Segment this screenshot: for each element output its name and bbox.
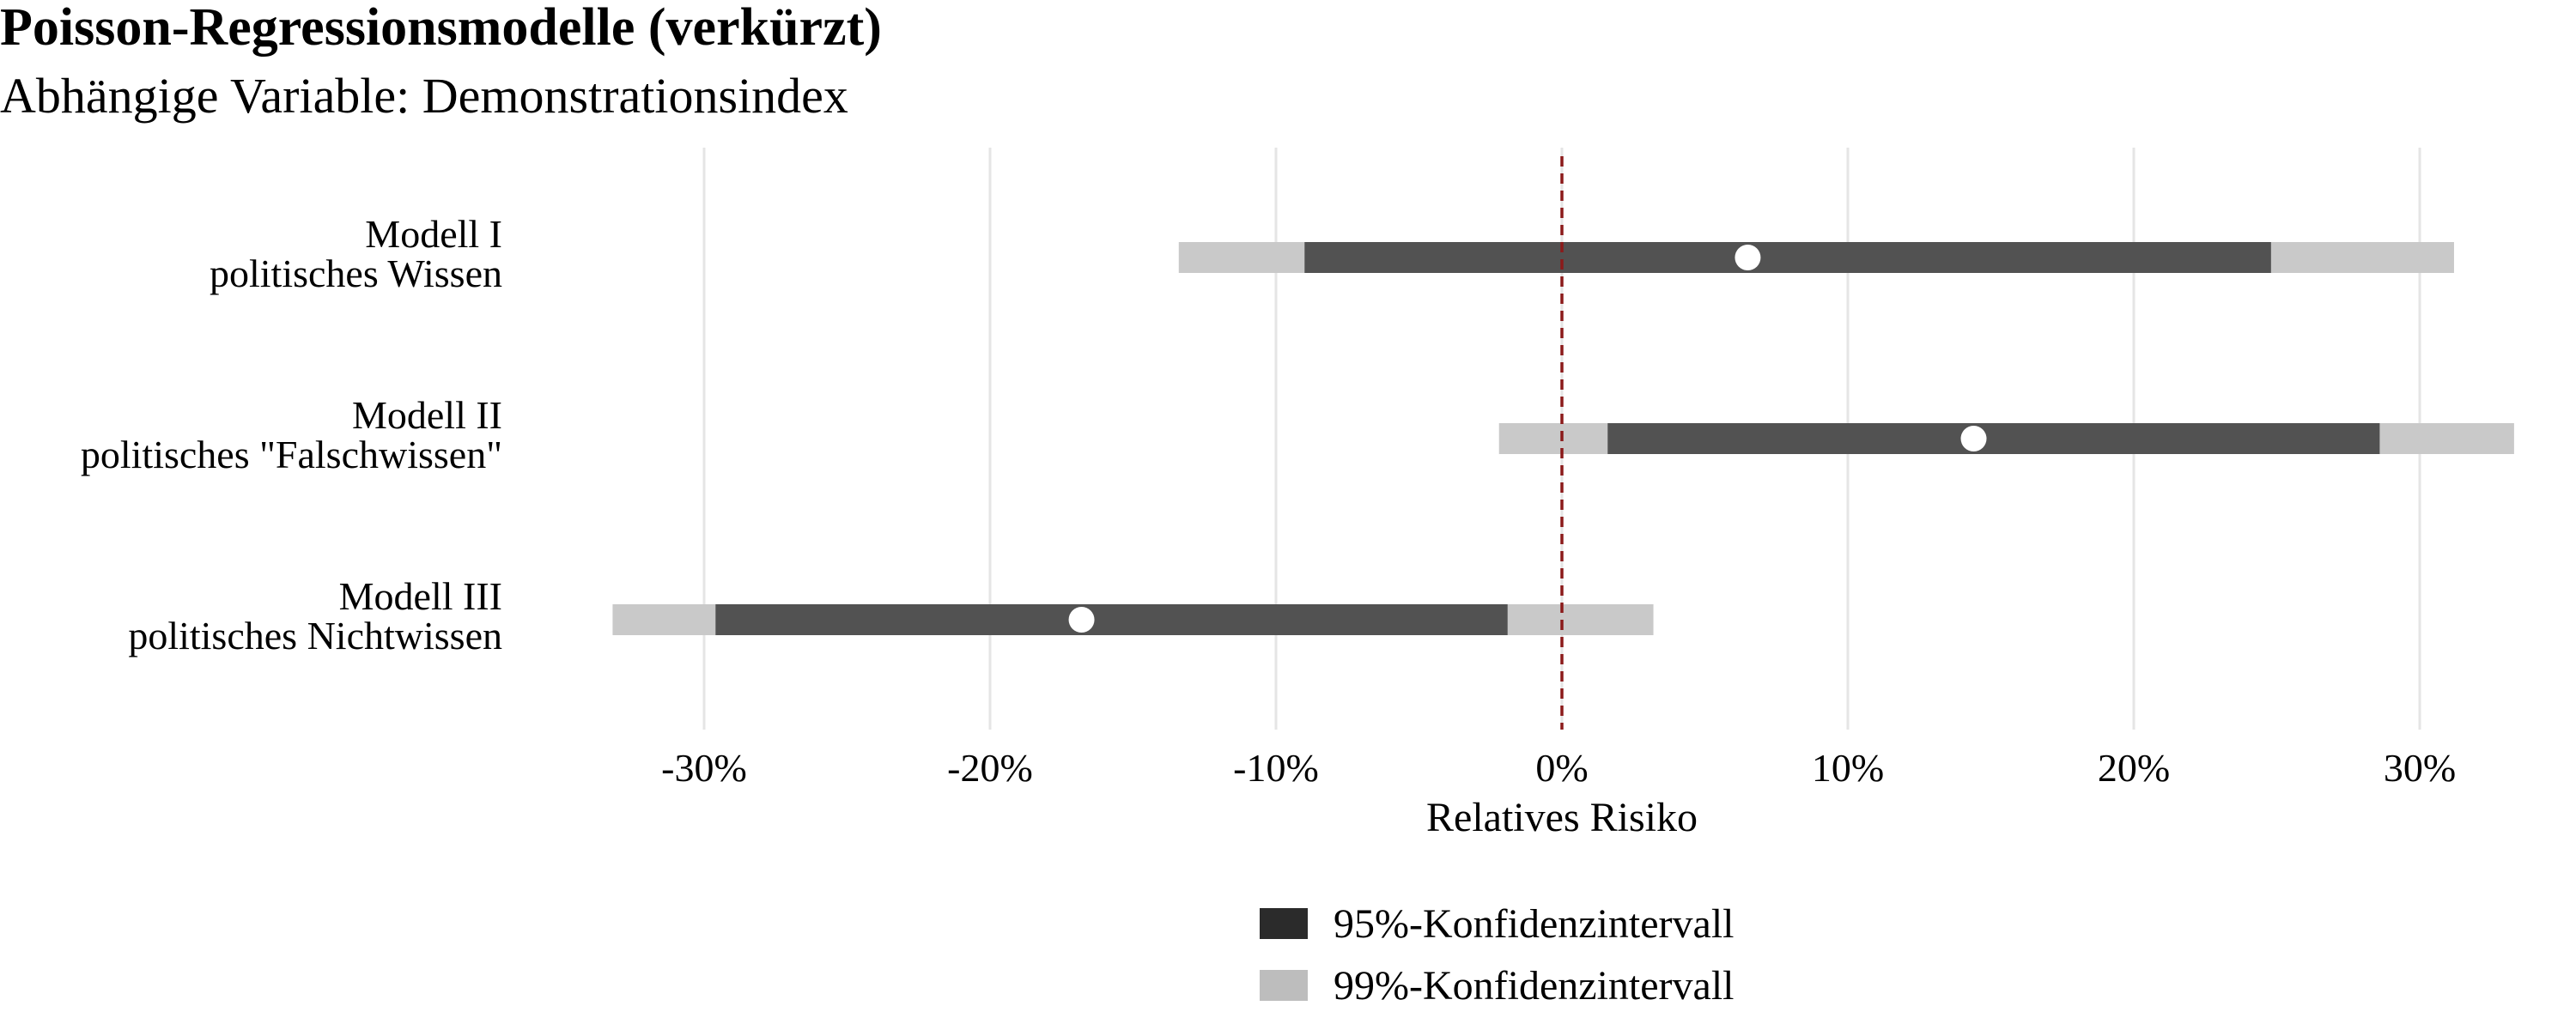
variable-label: politisches Wissen (210, 251, 502, 295)
ci95-bar (1304, 242, 2271, 273)
x-tick-label: -20% (947, 746, 1033, 790)
legend-label-ci95: 95%-Konfidenzintervall (1334, 900, 1735, 947)
variable-label: politisches Nichtwissen (128, 614, 502, 657)
x-tick-label: 0% (1535, 746, 1588, 790)
model-label: Modell I (365, 212, 502, 256)
legend-label-ci99: 99%-Konfidenzintervall (1334, 962, 1735, 1009)
legend: 95%-Konfidenzintervall 99%-Konfidenzinte… (1260, 893, 1735, 1016)
x-tick-label: -30% (661, 746, 747, 790)
model-label: Modell III (339, 574, 502, 618)
ci95-bar (1607, 423, 2380, 454)
estimate-points (1068, 245, 1987, 633)
legend-item-ci95: 95%-Konfidenzintervall (1260, 893, 1735, 954)
legend-swatch-ci95 (1260, 908, 1308, 939)
chart-title: Poisson-Regressionsmodelle (verkürzt) (0, 0, 882, 57)
chart-subtitle: Abhängige Variable: Demonstrationsindex (0, 68, 848, 124)
estimate-point (1068, 607, 1095, 633)
interval-series (612, 242, 2514, 635)
estimate-point (1735, 245, 1761, 270)
x-tick-label: 30% (2384, 746, 2456, 790)
ci95-bar (715, 604, 1508, 635)
x-axis-title: Relatives Risiko (1426, 795, 1698, 840)
x-tick-label: -10% (1233, 746, 1319, 790)
legend-item-ci99: 99%-Konfidenzintervall (1260, 954, 1735, 1016)
estimate-point (1960, 426, 1987, 451)
model-label: Modell II (352, 393, 502, 437)
x-axis-tick-labels: -30% -20% -10% 0% 10% 20% 30% (661, 746, 2456, 790)
x-tick-label: 20% (2098, 746, 2170, 790)
x-tick-label: 10% (1812, 746, 1884, 790)
legend-swatch-ci99 (1260, 970, 1308, 1001)
variable-label: politisches "Falschwissen" (81, 433, 502, 476)
